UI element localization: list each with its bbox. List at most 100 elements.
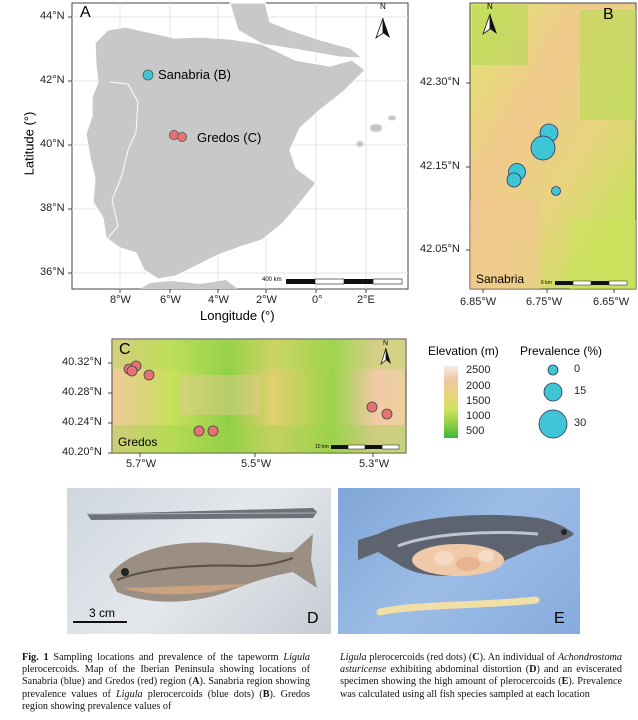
- caption-text: plerocercoids (red dots) (: [366, 652, 473, 663]
- prevalence-dot-b4: [506, 172, 522, 188]
- prev-level-15: 15: [574, 385, 587, 397]
- prev-level-0: 0: [574, 363, 581, 375]
- caption-italic: Ligula: [340, 652, 367, 663]
- panel-b: B N 42.30°N 42.15°N 42.05°N 6.85°W 6.75°…: [420, 0, 638, 330]
- gredos-region-label: Gredos: [118, 435, 158, 449]
- panel-a-letter: A: [80, 4, 91, 21]
- gredos-label: Gredos (C): [197, 130, 262, 145]
- caption-italic: Achondrostoma asturicense: [340, 652, 622, 676]
- elev-tick-2000: 2000: [466, 380, 491, 392]
- gredos-site-marker-2: [176, 131, 187, 142]
- c-y-tick-1: 40.32°N: [62, 356, 102, 368]
- north-arrow-b-icon: [482, 13, 497, 36]
- prevalence-legend: Prevalence (%) 0 15 30: [520, 342, 635, 452]
- x-tick-0: 0°: [312, 294, 323, 306]
- b-y-tick-2: 42.15°N: [420, 160, 460, 172]
- x-tick-2e: 2°E: [357, 294, 375, 306]
- caption-panel-ref: B: [262, 688, 270, 700]
- prevalence-dot-b5: [551, 186, 561, 196]
- y-tick-42: 42°N: [40, 74, 65, 86]
- c-x-tick-1: 5.7°W: [126, 458, 157, 470]
- panel-b-letter: B: [603, 6, 614, 23]
- y-tick-38: 38°N: [40, 202, 65, 214]
- elevation-colorbar: [444, 366, 458, 438]
- panel-c: C N 40.32°N 40.28°N 40.24°N 40.20°N 5.7°…: [0, 335, 420, 475]
- scale-label-a: 400 km: [262, 277, 282, 283]
- prevalence-legend-title: Prevalence (%): [520, 344, 603, 358]
- c-y-tick-3: 40.24°N: [62, 416, 102, 428]
- fish-e-illustration: [358, 514, 574, 616]
- caption-panel-ref: D: [529, 664, 537, 676]
- prevalence-dot-c6: [207, 425, 219, 437]
- prevalence-dot-c3: [126, 365, 138, 377]
- elevation-legend-title: Elevation (m): [428, 344, 499, 358]
- caption-text: plerocercoids (blue dots) (: [142, 688, 263, 700]
- x-axis-label: Longitude (°): [200, 308, 275, 323]
- c-y-tick-4: 40.20°N: [62, 446, 102, 458]
- elev-tick-1500: 1500: [466, 395, 491, 407]
- north-label-c: N: [383, 340, 389, 347]
- caption-text: ). Prevalence was calculated using all f…: [340, 676, 622, 700]
- y-tick-36: 36°N: [40, 266, 65, 278]
- y-tick-44: 44°N: [40, 10, 65, 22]
- b-y-tick-1: 42.30°N: [420, 76, 460, 88]
- b-x-tick-2: 6.75°W: [526, 296, 563, 308]
- photo-d: 3 cm D: [67, 488, 331, 634]
- scale-label-c: 10 km: [315, 444, 329, 450]
- fish-d-illustration: [73, 508, 317, 623]
- caption-italic: Ligula: [116, 688, 143, 700]
- b-y-tick-3: 42.05°N: [420, 243, 460, 255]
- photo-d-letter: D: [307, 610, 319, 627]
- y-axis-label: Latitude (°): [21, 111, 37, 176]
- iberia-map: [68, 2, 409, 293]
- caption-text: ). Sanabria region showing prevalence va…: [22, 676, 310, 700]
- prevalence-dot-c7: [366, 401, 378, 413]
- caption-left: Fig. 1 Sampling locations and prevalence…: [22, 652, 310, 713]
- x-tick-6w: 6°W: [160, 294, 181, 306]
- c-x-tick-2: 5.5°W: [241, 458, 272, 470]
- b-x-tick-3: 6.65°W: [593, 296, 630, 308]
- x-tick-2w: 2°W: [256, 294, 277, 306]
- prevalence-dot-c4: [143, 369, 155, 381]
- photo-d-scale-label: 3 cm: [89, 606, 116, 620]
- elevation-legend: Elevation (m) 2500 2000 1500 1000 500: [428, 342, 528, 442]
- north-label-b: N: [487, 2, 493, 11]
- prevalence-dot-b2: [530, 135, 556, 161]
- x-tick-4w: 4°W: [208, 294, 229, 306]
- caption-fig-label: Fig. 1: [22, 652, 49, 663]
- caption-italic: Ligula: [283, 652, 311, 663]
- panel-a: A N 44°N 42°N 40°N 38°N 36°N 8°W 6°W 4°W…: [0, 0, 420, 330]
- caption-panel-ref: C: [472, 652, 480, 663]
- y-tick-40: 40°N: [40, 138, 65, 150]
- caption-text: plerocercoids. Map of the Iberian Penins…: [22, 664, 310, 688]
- prevalence-dot-c5: [193, 425, 205, 437]
- caption-right: Ligula plerocercoids (red dots) (C). An …: [340, 652, 622, 701]
- c-y-tick-2: 40.28°N: [62, 386, 102, 398]
- caption-text: ). An individual of: [479, 652, 558, 663]
- scale-bar-c: [331, 444, 400, 450]
- scale-bar-b: [555, 280, 628, 286]
- prevalence-legend-medium: [543, 382, 563, 402]
- caption-panel-ref: E: [561, 676, 569, 688]
- scale-label-b: 6 km: [541, 280, 552, 286]
- north-label: N: [380, 2, 386, 11]
- caption-text: Sampling locations and prevalence of the…: [48, 652, 284, 663]
- caption-panel-ref: A: [192, 676, 200, 688]
- x-tick-8w: 8°W: [110, 294, 131, 306]
- sanabria-label: Sanabria (B): [158, 67, 231, 82]
- sanabria-site-marker: [142, 69, 154, 81]
- caption-text: exhibiting abdominal distortion (: [386, 664, 530, 676]
- photo-e-letter: E: [554, 610, 565, 627]
- prevalence-legend-small: [547, 364, 559, 376]
- c-x-tick-3: 5.3°W: [359, 458, 390, 470]
- prev-level-30: 30: [574, 417, 587, 429]
- caption-text: ). Gredos region showing prevalence valu…: [22, 688, 311, 712]
- north-arrow-icon: [375, 17, 390, 40]
- b-x-tick-1: 6.85°W: [460, 296, 497, 308]
- elev-tick-1000: 1000: [466, 410, 491, 422]
- scale-bar-a: [286, 278, 403, 285]
- sanabria-region-label: Sanabria: [476, 272, 525, 286]
- north-arrow-c-icon: [380, 347, 391, 365]
- elev-tick-500: 500: [466, 425, 485, 437]
- caption-text: ) and an eviscerated specimen showing th…: [340, 664, 623, 688]
